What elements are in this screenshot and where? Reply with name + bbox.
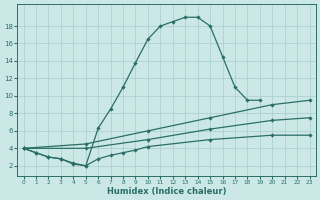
X-axis label: Humidex (Indice chaleur): Humidex (Indice chaleur) [107,187,226,196]
